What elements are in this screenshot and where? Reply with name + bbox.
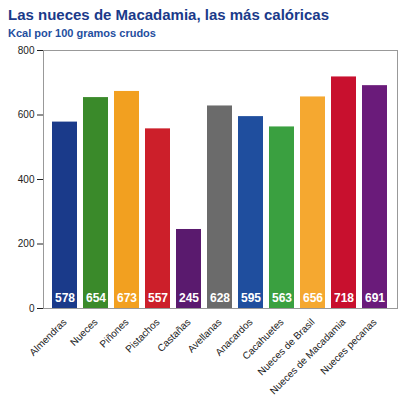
svg-text:Anacardos: Anacardos bbox=[213, 316, 255, 358]
svg-text:557: 557 bbox=[148, 291, 168, 305]
svg-text:Cacahuetes: Cacahuetes bbox=[240, 316, 286, 362]
svg-text:691: 691 bbox=[365, 291, 385, 305]
svg-text:Avellanas: Avellanas bbox=[185, 316, 224, 355]
svg-text:673: 673 bbox=[117, 291, 137, 305]
svg-text:0: 0 bbox=[29, 303, 35, 314]
html-text:Las nueces de Macadamia, las m: Las nueces de Macadamia, las más calóric… bbox=[8, 6, 329, 23]
html-text:Kcal por 100 gramos crudos: Kcal por 100 gramos crudos bbox=[8, 27, 156, 39]
svg-text:654: 654 bbox=[86, 291, 106, 305]
svg-text:656: 656 bbox=[303, 291, 323, 305]
svg-text:563: 563 bbox=[272, 291, 292, 305]
svg-text:578: 578 bbox=[55, 291, 75, 305]
svg-text:628: 628 bbox=[210, 291, 230, 305]
svg-text:718: 718 bbox=[334, 291, 354, 305]
svg-text:600: 600 bbox=[18, 109, 35, 120]
svg-text:Nueces pecanas: Nueces pecanas bbox=[318, 316, 378, 376]
svg-text:200: 200 bbox=[18, 238, 35, 249]
svg-text:800: 800 bbox=[18, 45, 35, 56]
svg-text:Nueces de Brasil: Nueces de Brasil bbox=[255, 316, 316, 377]
svg-text:Piñones: Piñones bbox=[97, 316, 131, 350]
svg-text:Pistachos: Pistachos bbox=[123, 316, 161, 354]
svg-text:400: 400 bbox=[18, 174, 35, 185]
svg-text:245: 245 bbox=[179, 291, 199, 305]
svg-text:Nueces de Macadamia: Nueces de Macadamia bbox=[267, 316, 348, 397]
svg-text:Nueces: Nueces bbox=[68, 316, 100, 348]
svg-text:Castañas: Castañas bbox=[155, 316, 193, 354]
svg-text:Almendras: Almendras bbox=[27, 316, 69, 358]
svg-text:595: 595 bbox=[241, 291, 261, 305]
